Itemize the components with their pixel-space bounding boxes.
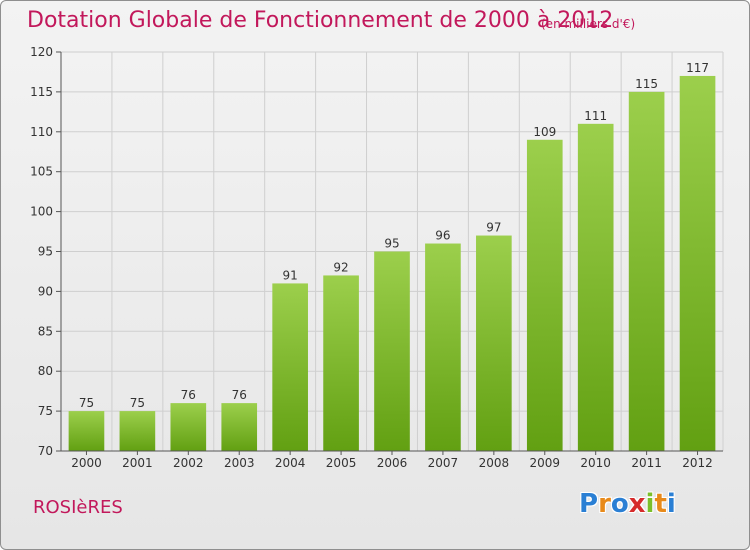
x-tick-label: 2005 xyxy=(326,456,357,470)
bar-2004[interactable] xyxy=(272,283,308,451)
x-tick-label: 2007 xyxy=(428,456,459,470)
x-tick-label: 2011 xyxy=(631,456,662,470)
logo-letter: i xyxy=(645,489,655,519)
x-tick-label: 2006 xyxy=(377,456,408,470)
x-tick-label: 2002 xyxy=(173,456,204,470)
bar-2012[interactable] xyxy=(679,75,716,451)
data-label: 91 xyxy=(283,268,298,282)
logo-letter: P xyxy=(579,489,599,519)
place-name: ROSIèRES xyxy=(33,497,123,518)
y-tick-label: 70 xyxy=(38,444,53,458)
chart-title: Dotation Globale de Fonctionnement de 20… xyxy=(27,8,614,33)
bar-2001[interactable] xyxy=(119,411,156,451)
logo-letter: x xyxy=(628,489,646,519)
bar-2003[interactable] xyxy=(221,403,258,451)
data-label: 92 xyxy=(333,260,348,274)
y-tick-label: 115 xyxy=(30,85,53,99)
logo-letter: r xyxy=(598,489,611,519)
x-tick-label: 2009 xyxy=(529,456,560,470)
bar-2008[interactable] xyxy=(476,235,512,451)
x-tick-label: 2004 xyxy=(275,456,306,470)
data-label: 95 xyxy=(384,237,399,251)
y-tick-label: 95 xyxy=(38,245,53,259)
y-tick-label: 105 xyxy=(30,165,53,179)
data-label: 76 xyxy=(232,388,247,402)
bar-2002[interactable] xyxy=(170,403,207,451)
x-tick-label: 2008 xyxy=(479,456,510,470)
data-label: 115 xyxy=(635,77,658,91)
bar-2010[interactable] xyxy=(577,123,614,451)
y-tick-label: 80 xyxy=(38,364,53,378)
data-label: 97 xyxy=(486,221,501,235)
axes xyxy=(56,51,723,455)
logo-letter: i xyxy=(666,489,676,519)
x-tick-label: 2010 xyxy=(580,456,611,470)
x-tick-label: 2001 xyxy=(122,456,153,470)
data-label: 117 xyxy=(686,61,709,75)
bar-2006[interactable] xyxy=(374,251,410,452)
logo-letter: o xyxy=(610,489,629,519)
x-tick-label: 2012 xyxy=(682,456,713,470)
bar-2009[interactable] xyxy=(526,139,563,451)
bar-2000[interactable] xyxy=(68,411,105,451)
data-label: 76 xyxy=(181,388,196,402)
data-label: 111 xyxy=(584,109,607,123)
proxiti-logo[interactable]: Proxiti xyxy=(579,489,676,519)
y-tick-label: 110 xyxy=(30,125,53,139)
data-label: 109 xyxy=(533,125,556,139)
bar-2007[interactable] xyxy=(425,243,461,451)
y-tick-label: 75 xyxy=(38,404,53,418)
labels: 70 75 80 85 90 95 100 105 110 115 120 75 2000 75 2001 7… xyxy=(30,45,713,470)
y-tick-label: 120 xyxy=(30,45,53,59)
x-tick-label: 2000 xyxy=(71,456,102,470)
data-label: 75 xyxy=(79,396,94,410)
bars xyxy=(68,75,716,452)
bar-2005[interactable] xyxy=(323,275,359,451)
y-tick-label: 90 xyxy=(38,284,53,298)
chart-unit: (en milliers d'€) xyxy=(541,17,636,31)
bar-2011[interactable] xyxy=(628,91,665,452)
data-label: 96 xyxy=(435,229,450,243)
logo-letter: t xyxy=(654,489,667,519)
y-tick-label: 100 xyxy=(30,205,53,219)
x-tick-label: 2003 xyxy=(224,456,255,470)
y-tick-label: 85 xyxy=(38,324,53,338)
data-label: 75 xyxy=(130,396,145,410)
